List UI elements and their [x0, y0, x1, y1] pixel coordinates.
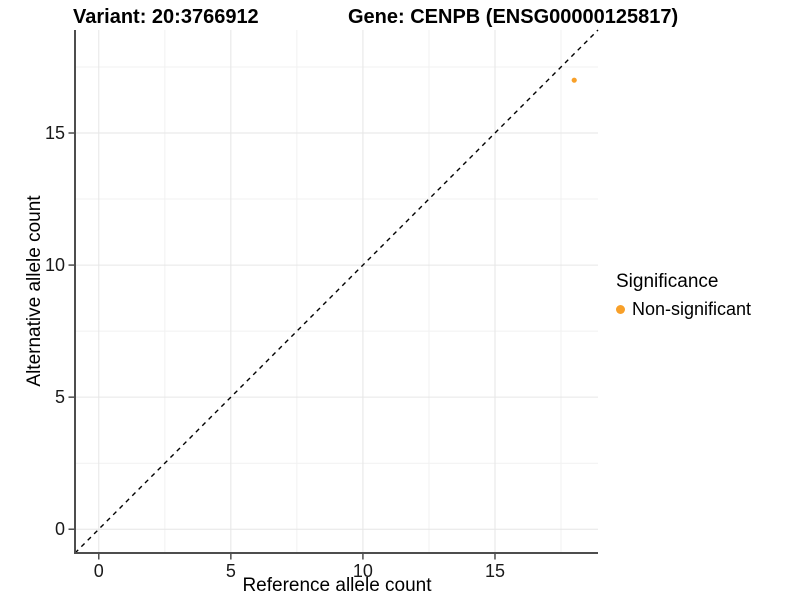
legend-item-label: Non-significant	[632, 299, 752, 319]
plot-title-gene: Gene: CENPB (ENSG00000125817)	[348, 6, 679, 28]
x-tick-label: 0	[94, 561, 104, 581]
y-tick-label: 10	[45, 255, 65, 275]
y-tick-label: 15	[45, 123, 65, 143]
x-tick-label: 15	[485, 561, 505, 581]
legend: Significance Non-significant	[616, 271, 751, 320]
legend-point-icon	[616, 305, 625, 314]
x-axis-title: Reference allele count	[242, 575, 432, 596]
x-tick-label: 5	[226, 561, 236, 581]
data-point	[571, 77, 577, 83]
legend-item: Non-significant	[616, 299, 751, 320]
axis-lines	[74, 30, 598, 554]
legend-title: Significance	[616, 271, 719, 292]
legend-items: Non-significant	[616, 299, 751, 320]
y-axis-title: Alternative allele count	[24, 195, 45, 387]
plot-title-variant: Variant: 20:3766912	[73, 6, 259, 28]
identity-line	[74, 29, 599, 554]
y-tick-label: 0	[55, 519, 65, 539]
x-tick-label: 10	[353, 561, 373, 581]
y-tick-label: 5	[55, 387, 65, 407]
